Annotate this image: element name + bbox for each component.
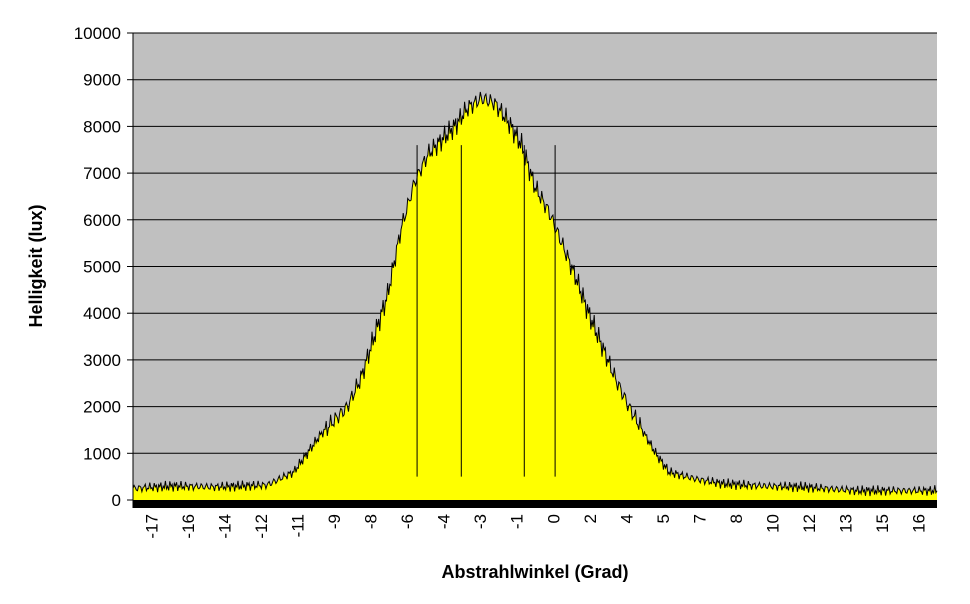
y-axis-title: Helligkeit (lux)	[26, 204, 46, 327]
x-tick-label: -16	[179, 514, 198, 539]
x-tick-label: 7	[690, 514, 709, 523]
x-tick-label: 8	[727, 514, 746, 523]
x-tick-label: 15	[873, 514, 892, 533]
x-tick-label: -9	[325, 514, 344, 529]
y-tick-label: 6000	[83, 211, 121, 230]
x-ticks: -17 -16 -14 -12 -11 -9 -8 -6 -4 -3 -1 0 2 4 5 7 8 10 12 13 1…	[142, 514, 928, 539]
x-tick-label: -14	[215, 514, 234, 539]
x-tick-label: 5	[654, 514, 673, 523]
y-tick-label: 2000	[83, 398, 121, 417]
x-tick-label: 2	[581, 514, 600, 523]
x-tick-label: -17	[142, 514, 161, 539]
area-series	[132, 91, 938, 500]
y-tick-label: 1000	[83, 444, 121, 463]
x-tick-label: -3	[471, 514, 490, 529]
x-tick-label: 13	[837, 514, 856, 533]
y-tick-label: 0	[112, 491, 121, 510]
y-tick-label: 9000	[83, 71, 121, 90]
x-tick-label: -12	[252, 514, 271, 539]
y-tick-label: 10000	[74, 24, 121, 43]
x-tick-label: 12	[800, 514, 819, 533]
x-tick-label: -11	[288, 514, 307, 537]
x-tick-label: 4	[617, 514, 636, 523]
x-axis-band	[133, 500, 937, 508]
y-tick-label: 8000	[83, 117, 121, 136]
x-tick-label: 16	[910, 514, 929, 533]
y-tick-label: 7000	[83, 164, 121, 183]
x-axis-title: Abstrahlwinkel (Grad)	[441, 562, 628, 582]
x-tick-label: 0	[544, 514, 563, 523]
series-line	[132, 91, 938, 497]
y-ticks: 0 1000 2000 3000 4000 5000 6000 7000 8000 9000 100…	[74, 24, 133, 510]
x-tick-label: -8	[362, 514, 381, 529]
y-tick-label: 4000	[83, 304, 121, 323]
x-tick-label: -4	[435, 514, 454, 529]
y-tick-label: 3000	[83, 351, 121, 370]
x-tick-label: -6	[398, 514, 417, 529]
x-tick-label: 10	[764, 514, 783, 533]
x-tick-label: -1	[508, 514, 527, 529]
area-fill	[133, 92, 937, 500]
y-tick-label: 5000	[83, 258, 121, 277]
